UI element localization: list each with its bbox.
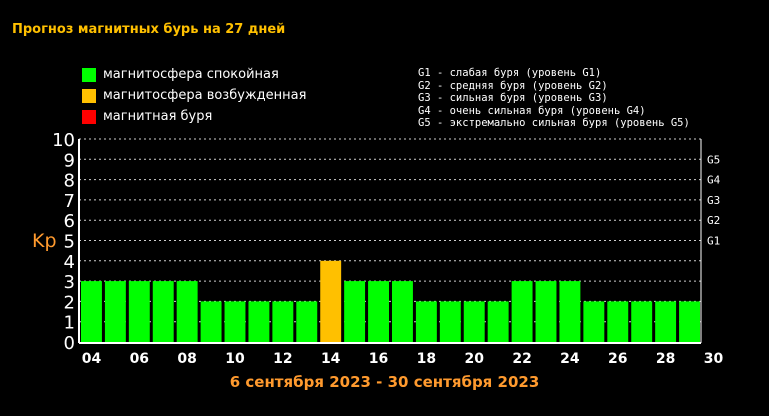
legend-item-excited: магнитосфера возбужденная [82, 88, 306, 103]
kp-bar [559, 281, 581, 342]
legend-swatch-orange [82, 88, 96, 103]
kp-bar [607, 301, 629, 342]
x-tick-label: 06 [130, 351, 149, 367]
kp-bar [487, 301, 509, 342]
kp-bar [224, 301, 246, 342]
date-range: 6 сентября 2023 - 30 сентября 2023 [229, 373, 540, 391]
kp-bar [272, 301, 294, 342]
x-tick-label: 18 [417, 351, 436, 367]
kp-bar [296, 301, 318, 342]
kp-bar [128, 281, 150, 342]
x-tick-label: 28 [656, 351, 675, 367]
y-tick-label: 1 [64, 313, 75, 334]
x-tick-label: 20 [464, 351, 484, 367]
g-scale-line-g4: G4 - очень сильная буря (уровень G4) [418, 104, 646, 117]
x-tick-label: 26 [608, 351, 627, 367]
g-scale-line-g5: G5 - экстремально сильная буря (уровень … [418, 117, 690, 129]
y-axis-label: Kp [32, 230, 57, 252]
g-scale-line-g1: G1 - слабая буря (уровень G1) [418, 67, 602, 79]
x-tick-label: 04 [82, 351, 102, 367]
x-tick-label: 12 [273, 351, 292, 367]
x-tick-label: 14 [321, 351, 341, 367]
kp-bar [655, 301, 677, 342]
y-tick-label: 4 [64, 252, 75, 273]
x-tick-label: 16 [369, 351, 388, 367]
g-level-tick-label: G2 [707, 214, 720, 227]
kp-bar [439, 301, 461, 342]
g-level-tick-label: G5 [707, 153, 720, 166]
y-tick-label: 0 [64, 333, 75, 354]
x-tick-label: 24 [560, 351, 580, 367]
g-level-tick-label: G4 [707, 174, 721, 187]
x-tick-label: 10 [225, 351, 245, 367]
x-tick-label: 30 [704, 351, 724, 367]
kp-bar [248, 301, 270, 342]
kp-bar [679, 301, 700, 342]
kp-bar [463, 301, 485, 342]
chart-title: Прогноз магнитных бурь на 27 дней [12, 22, 286, 37]
kp-bar [583, 301, 605, 342]
kp-bar [320, 260, 342, 342]
g-level-tick-label: G3 [707, 194, 720, 207]
g-level-tick-label: G1 [707, 235, 720, 248]
g-scale-line-g2: G2 - средняя буря (уровень G2) [418, 79, 608, 92]
kp-bar [344, 281, 366, 342]
y-tick-label: 3 [64, 272, 75, 293]
kp-bar [104, 281, 126, 342]
legend-item-storm: магнитная буря [82, 109, 212, 124]
x-tick-label: 08 [177, 351, 196, 367]
legend-label-storm: магнитная буря [103, 109, 213, 124]
legend-label-excited: магнитосфера возбужденная [103, 88, 307, 103]
kp-bar [415, 301, 437, 342]
kp-bar [200, 301, 222, 342]
kp-bar [368, 281, 389, 342]
kp-bar [392, 281, 413, 342]
y-tick-label: 9 [64, 150, 75, 171]
y-tick-label: 8 [64, 171, 75, 192]
kp-bar [176, 281, 198, 342]
legend-swatch-green [82, 67, 96, 82]
g-scale-legend: G1 - слабая буря (уровень G1) G2 - средн… [418, 67, 690, 130]
kp-bar [535, 281, 557, 342]
kp-bar [152, 281, 174, 342]
y-tick-label: 6 [64, 211, 75, 232]
kp-bar [511, 281, 533, 342]
legend-label-quiet: магнитосфера спокойная [103, 67, 279, 82]
y-tick-label: 2 [64, 292, 75, 313]
y-tick-label: 7 [64, 191, 75, 212]
legend-swatch-red [82, 109, 96, 124]
g-scale-line-g3: G3 - сильная буря (уровень G3) [418, 92, 608, 104]
kp-bar [631, 301, 653, 342]
x-tick-label: 22 [512, 351, 531, 367]
kp-bar [81, 281, 102, 342]
y-tick-label: 5 [64, 232, 75, 253]
legend-item-quiet: магнитосфера спокойная [82, 67, 279, 82]
y-tick-label: 10 [52, 130, 75, 151]
